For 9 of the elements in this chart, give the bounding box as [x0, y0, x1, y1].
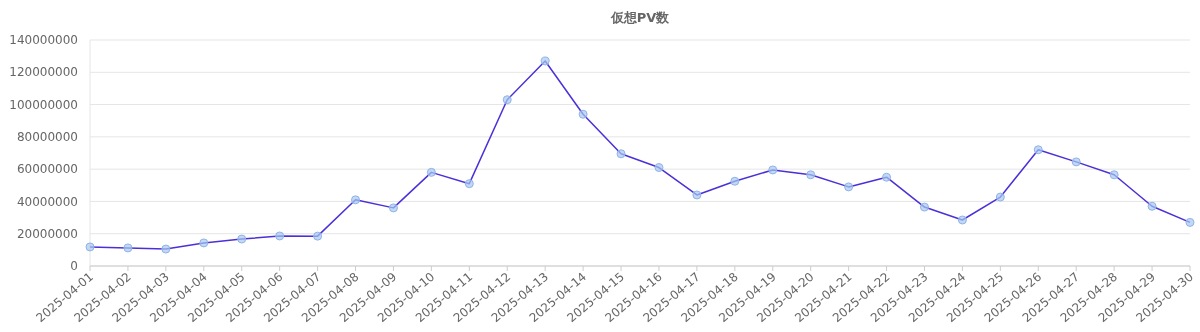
y-tick-label: 120000000	[9, 65, 78, 80]
y-tick-label: 0	[70, 259, 78, 274]
y-tick-label: 60000000	[16, 162, 78, 177]
y-tick-label: 40000000	[16, 194, 78, 209]
y-tick-label: 100000000	[9, 97, 78, 112]
y-tick-label: 140000000	[9, 33, 78, 48]
y-tick-label: 20000000	[16, 226, 78, 241]
y-tick-label: 80000000	[16, 130, 78, 145]
chart-title: 仮想PV数	[609, 10, 671, 25]
